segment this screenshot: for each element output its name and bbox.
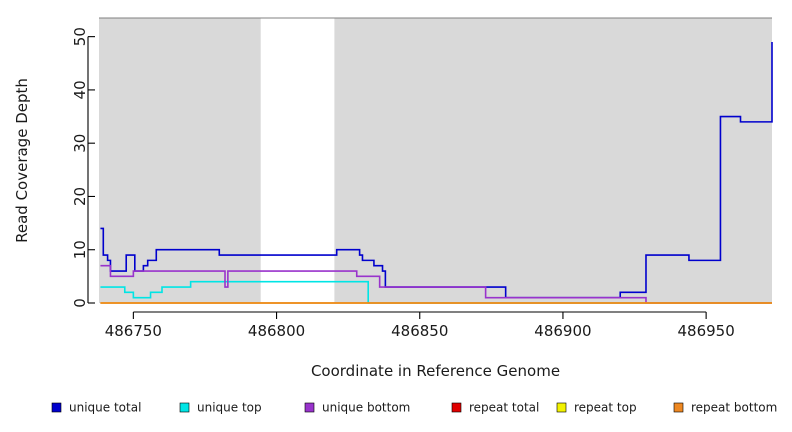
- legend-swatch-repeat-bottom: [673, 402, 684, 413]
- x-tick-label-486800: 486800: [248, 322, 305, 340]
- x-tick-label-486850: 486850: [391, 322, 448, 340]
- y-tick-label-20: 20: [71, 187, 89, 206]
- x-tick-label-486950: 486950: [677, 322, 734, 340]
- x-tick-label-486900: 486900: [534, 322, 591, 340]
- axis-label-layer: Read Coverage Depth Coordinate in Referen…: [13, 78, 560, 380]
- y-axis-title: Read Coverage Depth: [13, 78, 31, 243]
- series-line-unique-total: [100, 41, 773, 299]
- legend-swatch-unique-top: [179, 402, 190, 413]
- legend-label-repeat-total: repeat total: [469, 401, 539, 415]
- y-tick-label-50: 50: [71, 27, 89, 46]
- legend-swatch-unique-total: [51, 402, 62, 413]
- chart-legend: unique total unique top unique bottom repea…: [51, 401, 777, 415]
- panel-gap-region: [260, 18, 335, 303]
- series-line-unique-bottom: [100, 264, 772, 304]
- legend-label-unique-top: unique top: [197, 401, 262, 415]
- legend-label-repeat-bottom: repeat bottom: [691, 401, 777, 415]
- axis-layer: 0 10 20 30 40 50 486750 486800 486850 486900 48695…: [71, 27, 735, 340]
- legend-label-unique-total: unique total: [69, 401, 141, 415]
- legend-label-repeat-top: repeat top: [574, 401, 637, 415]
- y-tick-label-0: 0: [71, 298, 89, 308]
- y-tick-label-30: 30: [71, 134, 89, 153]
- x-tick-label-486750: 486750: [105, 322, 162, 340]
- panel-shade-left: [99, 18, 261, 303]
- legend-swatch-repeat-top: [556, 402, 567, 413]
- panel-shade-right: [334, 18, 772, 303]
- plot-panel-background: [99, 17, 772, 303]
- legend-label-unique-bottom: unique bottom: [322, 401, 410, 415]
- legend-swatch-repeat-total: [451, 402, 462, 413]
- series-layer: [100, 41, 773, 304]
- y-tick-label-40: 40: [71, 80, 89, 99]
- legend-swatch-unique-bottom: [304, 402, 315, 413]
- x-axis-title: Coordinate in Reference Genome: [311, 362, 560, 380]
- y-tick-label-10: 10: [71, 240, 89, 259]
